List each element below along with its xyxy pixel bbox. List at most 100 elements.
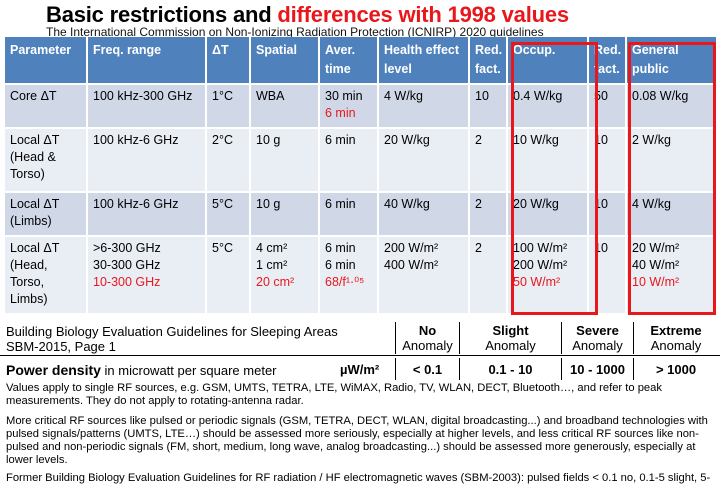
col-divider <box>633 358 634 380</box>
col-head-no: No Anomaly <box>402 323 453 353</box>
column-header: ΔT <box>206 37 251 84</box>
slide-title: Basic restrictions and differences with … <box>46 2 569 28</box>
building-biology-guidelines: Building Biology Evaluation Guidelines f… <box>0 320 720 497</box>
health-effect-cell: 4 W/kg <box>378 83 470 128</box>
cell-line: 40 W/kg <box>384 197 430 211</box>
col-divider <box>459 358 460 380</box>
cell-line: 4 W/kg <box>384 89 423 103</box>
bb-title: Building Biology Evaluation Guidelines f… <box>6 324 338 354</box>
delta-t-cell: 1°C <box>206 83 251 128</box>
column-header: Red. fact. <box>588 37 627 84</box>
cell-line: 0.08 W/kg <box>632 89 689 103</box>
cell-line: 200 W/m² <box>513 258 568 272</box>
cell-line: 1 cm² <box>256 258 288 272</box>
cell-line: 400 W/m² <box>384 258 439 272</box>
general-public-cell: 4 W/kg <box>626 191 718 236</box>
averaging-time-cell: 30 min 6 min <box>319 83 379 128</box>
slide-subtitle: The International Commission on Non-Ioni… <box>46 25 544 39</box>
cell-text: Local ΔT (Limbs) <box>10 197 60 228</box>
col-head-severe: Severe Anomaly <box>572 323 623 353</box>
spatial-cell: 10 g <box>250 191 320 236</box>
bb-title-line2: SBM-2015, Page 1 <box>6 339 116 354</box>
spatial-cell: 4 cm² 1 cm² 20 cm² <box>250 235 320 313</box>
divider-line <box>0 355 720 356</box>
value-slight-anomaly: 0.1 - 10 <box>488 362 533 377</box>
delta-t-cell: 2°C <box>206 127 251 192</box>
occupational-highlight-box <box>511 42 598 315</box>
column-header: Red. fact. <box>469 37 508 84</box>
cell-1998-value: 68/f¹·⁰⁵ <box>325 275 365 289</box>
column-header: Spatial <box>250 37 320 84</box>
general-public-cell: 0.08 W/kg <box>626 83 718 128</box>
cell-line: 10 g <box>256 197 281 211</box>
column-header: Freq. range <box>87 37 207 84</box>
cell-line: 4 W/kg <box>632 197 671 211</box>
cell-1998-value: 6 min <box>325 106 356 120</box>
col-head-slight: Slight Anomaly <box>485 323 536 353</box>
table-row: Local ΔT (Head, Torso, Limbs) >6-300 GHz 3… <box>5 235 718 313</box>
cell-line: 4 cm² <box>256 241 288 255</box>
bb-title-line1: Building Biology Evaluation Guidelines f… <box>6 324 338 339</box>
cell-line: WBA <box>256 89 285 103</box>
reduction-factor-cell: 10 <box>588 127 627 192</box>
value-severe-anomaly: 10 - 1000 <box>570 362 625 377</box>
value-extreme-anomaly: > 1000 <box>655 362 697 377</box>
reduction-factor-cell: 10 <box>588 191 627 236</box>
spatial-cell: 10 g <box>250 127 320 192</box>
averaging-time-cell: 6 min 6 min 68/f¹·⁰⁵ <box>319 235 379 313</box>
column-header: Parameter <box>5 37 88 84</box>
title-black: Basic restrictions and <box>46 2 278 27</box>
reduction-factor-cell: 10 <box>588 235 627 313</box>
title-red: differences with 1998 values <box>277 2 569 27</box>
freq-range-cell: 100 kHz-300 GHz <box>87 83 207 128</box>
power-density-label: Power density in microwatt per square me… <box>6 362 277 378</box>
table-header-row: Parameter Freq. range ΔT Spatial Aver. time H… <box>5 37 718 84</box>
reduction-factor-cell: 2 <box>469 127 508 192</box>
col-divider <box>561 358 562 380</box>
cell-line: 20 W/kg <box>513 197 559 211</box>
freq-range-cell: >6-300 GHz 30-300 GHz 10-300 GHz <box>87 235 207 313</box>
cell-text: 2°C <box>212 133 233 147</box>
col-divider <box>633 322 634 354</box>
cell-text: 10 <box>475 89 489 103</box>
cell-text: 5°C <box>212 241 233 255</box>
general-public-highlight-box <box>628 42 716 315</box>
health-effect-cell: 40 W/kg <box>378 191 470 236</box>
cell-text: 2 <box>475 241 482 255</box>
cell-line: 30-300 GHz <box>93 258 161 272</box>
reduction-factor-cell: 10 <box>469 83 508 128</box>
reduction-factor-cell: 2 <box>469 191 508 236</box>
cell-line: 100 W/m² <box>513 241 568 255</box>
cell-line: 6 min <box>325 241 356 255</box>
cell-text: Local ΔT (Head & Torso) <box>10 133 60 181</box>
table-row: Core ΔT 100 kHz-300 GHz 1°C WBA 30 min 6 min 4… <box>5 83 718 128</box>
health-effect-cell: 200 W/m² 400 W/m² <box>378 235 470 313</box>
power-density-unit: µW/m² <box>340 362 380 377</box>
cell-text: 5°C <box>212 197 233 211</box>
paragraph-single-sources: Values apply to single RF sources, e.g. … <box>6 382 662 407</box>
cell-line: 10 W/kg <box>513 133 559 147</box>
cell-line: >6-300 GHz <box>93 241 161 255</box>
cell-text: 2 <box>475 197 482 211</box>
table-row: Local ΔT (Head & Torso) 100 kHz-6 GHz 2°C 1… <box>5 127 718 192</box>
col-divider <box>395 322 396 354</box>
general-public-cell: 20 W/m² 40 W/m² 10 W/m² <box>626 235 718 313</box>
freq-range-cell: 100 kHz-6 GHz <box>87 127 207 192</box>
averaging-time-cell: 6 min <box>319 127 379 192</box>
col-divider <box>459 322 460 354</box>
cell-line: 20 W/kg <box>384 133 430 147</box>
cell-line: 200 W/m² <box>384 241 439 255</box>
cell-line: 100 kHz-6 GHz <box>93 197 179 211</box>
cell-line: 100 kHz-6 GHz <box>93 133 179 147</box>
delta-t-cell: 5°C <box>206 235 251 313</box>
column-header: Health effect level <box>378 37 470 84</box>
table-row: Local ΔT (Limbs) 100 kHz-6 GHz 5°C 10 g 6 mi… <box>5 191 718 236</box>
cell-1998-value: 10-300 GHz <box>93 275 161 289</box>
occupational-cell: 20 W/kg <box>507 191 589 236</box>
cell-1998-value: 20 cm² <box>256 275 295 289</box>
delta-t-cell: 5°C <box>206 191 251 236</box>
cell-text: 1°C <box>212 89 233 103</box>
col-head-extreme: Extreme Anomaly <box>650 323 702 353</box>
parameter-cell: Core ΔT <box>5 83 88 128</box>
cell-line: 6 min <box>325 258 356 272</box>
